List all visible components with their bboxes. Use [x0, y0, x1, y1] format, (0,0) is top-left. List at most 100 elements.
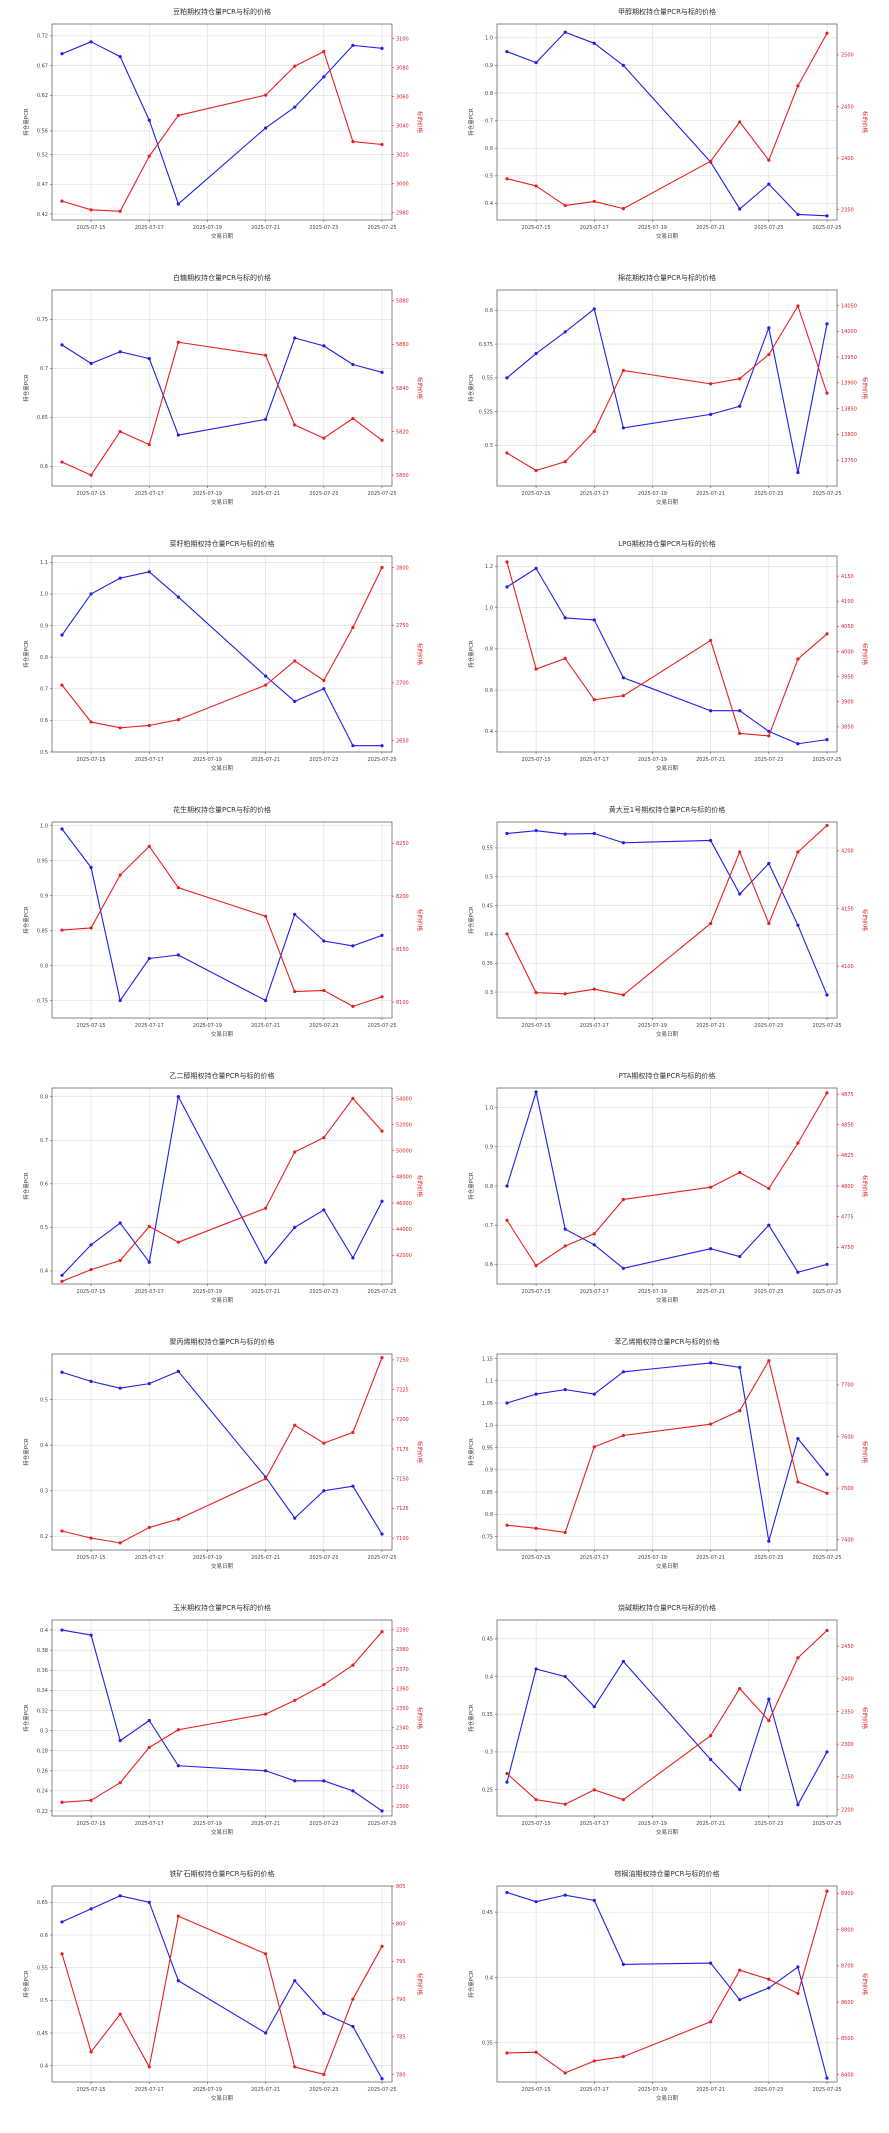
y-tick-label: 0.7	[40, 366, 48, 372]
price-data-point	[60, 199, 64, 203]
chart-title: 玉米期权持仓量PCR与标的价格	[173, 1603, 271, 1612]
y-tick-label: 0.75	[37, 998, 48, 1004]
pcr-data-point	[264, 126, 268, 130]
y2-tick-label: 2330	[396, 1745, 409, 1751]
x-tick-label: 2025-07-19	[638, 1289, 667, 1295]
x-tick-label: 2025-07-25	[367, 2087, 396, 2093]
plot-frame	[496, 23, 838, 221]
pcr-data-point	[351, 1256, 355, 1260]
pcr-data-point	[60, 1920, 64, 1924]
y2-tick-label: 4775	[841, 1214, 854, 1220]
y-axis-label: 持仓量PCR	[22, 374, 30, 402]
price-data-point	[825, 391, 829, 395]
x-tick-label: 2025-07-21	[696, 2087, 725, 2093]
price-data-point	[505, 2051, 509, 2055]
price-data-point	[825, 31, 829, 35]
price-data-point	[709, 1734, 713, 1738]
y-tick-label: 0.35	[482, 961, 493, 967]
y2-tick-label: 13950	[841, 355, 857, 361]
y-tick-label: 1.2	[485, 564, 493, 570]
y-tick-label: 0.72	[37, 34, 48, 40]
chart-title: 棉花期权持仓量PCR与标的价格	[618, 273, 716, 282]
y-tick-label: 0.4	[485, 201, 493, 207]
pcr-data-point	[534, 566, 538, 570]
y-axis-label: 持仓量PCR	[22, 906, 30, 934]
pcr-data-point	[534, 1392, 538, 1396]
pcr-data-point	[738, 892, 742, 896]
y2-tick-label: 44000	[396, 1227, 412, 1233]
y-tick-label: 0.4	[485, 1975, 493, 1981]
y-tick-label: 0.95	[482, 1445, 493, 1451]
price-data-point	[322, 678, 326, 683]
price-data-point	[738, 120, 742, 124]
x-tick-label: 2025-07-19	[193, 757, 222, 763]
y2-tick-label: 785	[396, 2035, 406, 2041]
y2-axis-label: 标的价格	[861, 909, 869, 932]
price-data-point	[380, 1630, 384, 1634]
pcr-data-point	[505, 50, 509, 54]
y-tick-label: 0.56	[37, 129, 48, 135]
price-series-line	[61, 341, 383, 476]
pcr-data-point	[147, 956, 151, 961]
y2-tick-label: 3080	[396, 65, 409, 71]
pcr-data-point	[709, 709, 713, 713]
x-tick-label: 2025-07-19	[193, 1821, 222, 1827]
price-series-line	[506, 305, 828, 472]
y2-tick-label: 790	[396, 1997, 406, 2003]
chart-svg: 甲醇期权持仓量PCR与标的价格 0.4 0.5 0.6 0.7 0.8 0.9 1.0 2350…	[467, 7, 869, 240]
y-tick-label: 0.5	[485, 174, 493, 180]
y2-tick-label: 2300	[396, 1804, 409, 1810]
y2-tick-label: 2350	[396, 1706, 409, 1712]
price-data-point	[293, 2065, 297, 2069]
y-tick-label: 0.67	[37, 63, 48, 69]
chart-title: 乙二醇期权持仓量PCR与标的价格	[170, 1071, 275, 1080]
pcr-data-point	[118, 998, 122, 1003]
chart-panel: 乙二醇期权持仓量PCR与标的价格 0.4 0.5 0.6 0.7 0.8 42000 4400…	[0, 1064, 444, 1330]
y-axis-label: 持仓量PCR	[22, 1172, 30, 1200]
x-tick-label: 2025-07-19	[193, 1289, 222, 1295]
pcr-data-point	[534, 351, 538, 356]
x-tick-label: 2025-07-25	[367, 225, 396, 231]
x-tick-label: 2025-07-21	[696, 491, 725, 497]
price-data-point	[563, 1530, 567, 1535]
y2-tick-label: 7250	[396, 1358, 409, 1364]
x-tick-label: 2025-07-25	[367, 757, 396, 763]
x-tick-label: 2025-07-25	[367, 1023, 396, 1029]
y-tick-label: 0.35	[482, 2041, 493, 2047]
x-axis-label: 交易日期	[656, 1562, 679, 1570]
chart-panel: 聚丙烯期权持仓量PCR与标的价格 0.2 0.3 0.4 0.5 7100 7125 7150…	[0, 1330, 444, 1596]
y-tick-label: 0.8	[40, 655, 48, 661]
pcr-data-point	[60, 827, 64, 831]
y2-tick-label: 8700	[841, 1964, 854, 1970]
y2-tick-label: 800	[396, 1921, 406, 1927]
y-tick-label: 0.7	[40, 1138, 48, 1144]
y2-tick-label: 2350	[841, 1709, 854, 1715]
y-tick-label: 1.0	[485, 605, 493, 611]
pcr-data-point	[118, 55, 122, 59]
y-axis-label: 持仓量PCR	[467, 640, 475, 668]
y2-tick-label: 14000	[841, 329, 857, 335]
x-tick-label: 2025-07-19	[638, 225, 667, 231]
price-data-point	[796, 657, 800, 661]
y-tick-label: 0.24	[37, 1789, 48, 1795]
pcr-data-point	[621, 841, 625, 845]
y2-tick-label: 2350	[841, 207, 854, 213]
price-data-point	[767, 1359, 771, 1363]
price-data-point	[293, 423, 297, 427]
price-data-point	[563, 992, 567, 996]
y-tick-label: 0.9	[40, 623, 48, 629]
x-tick-label: 2025-07-19	[193, 2087, 222, 2093]
price-data-point	[709, 382, 713, 386]
x-tick-label: 2025-07-15	[522, 1289, 551, 1295]
y2-tick-label: 4850	[841, 1123, 854, 1129]
x-tick-label: 2025-07-23	[309, 1289, 338, 1295]
chart-svg: PTA期权持仓量PCR与标的价格 0.6 0.7 0.8 0.9 1.0 4750 4775 4…	[467, 1071, 869, 1304]
chart-svg: 花生期权持仓量PCR与标的价格 0.75 0.8 0.85 0.9 0.95 1.0 8100…	[22, 805, 424, 1038]
y2-tick-label: 8900	[841, 1891, 854, 1897]
pcr-series-line	[506, 31, 828, 217]
price-data-point	[60, 683, 64, 687]
pcr-data-point	[322, 344, 326, 348]
y-axis-label: 持仓量PCR	[22, 1704, 30, 1732]
pcr-data-point	[709, 1247, 713, 1251]
price-data-point	[60, 1529, 64, 1533]
